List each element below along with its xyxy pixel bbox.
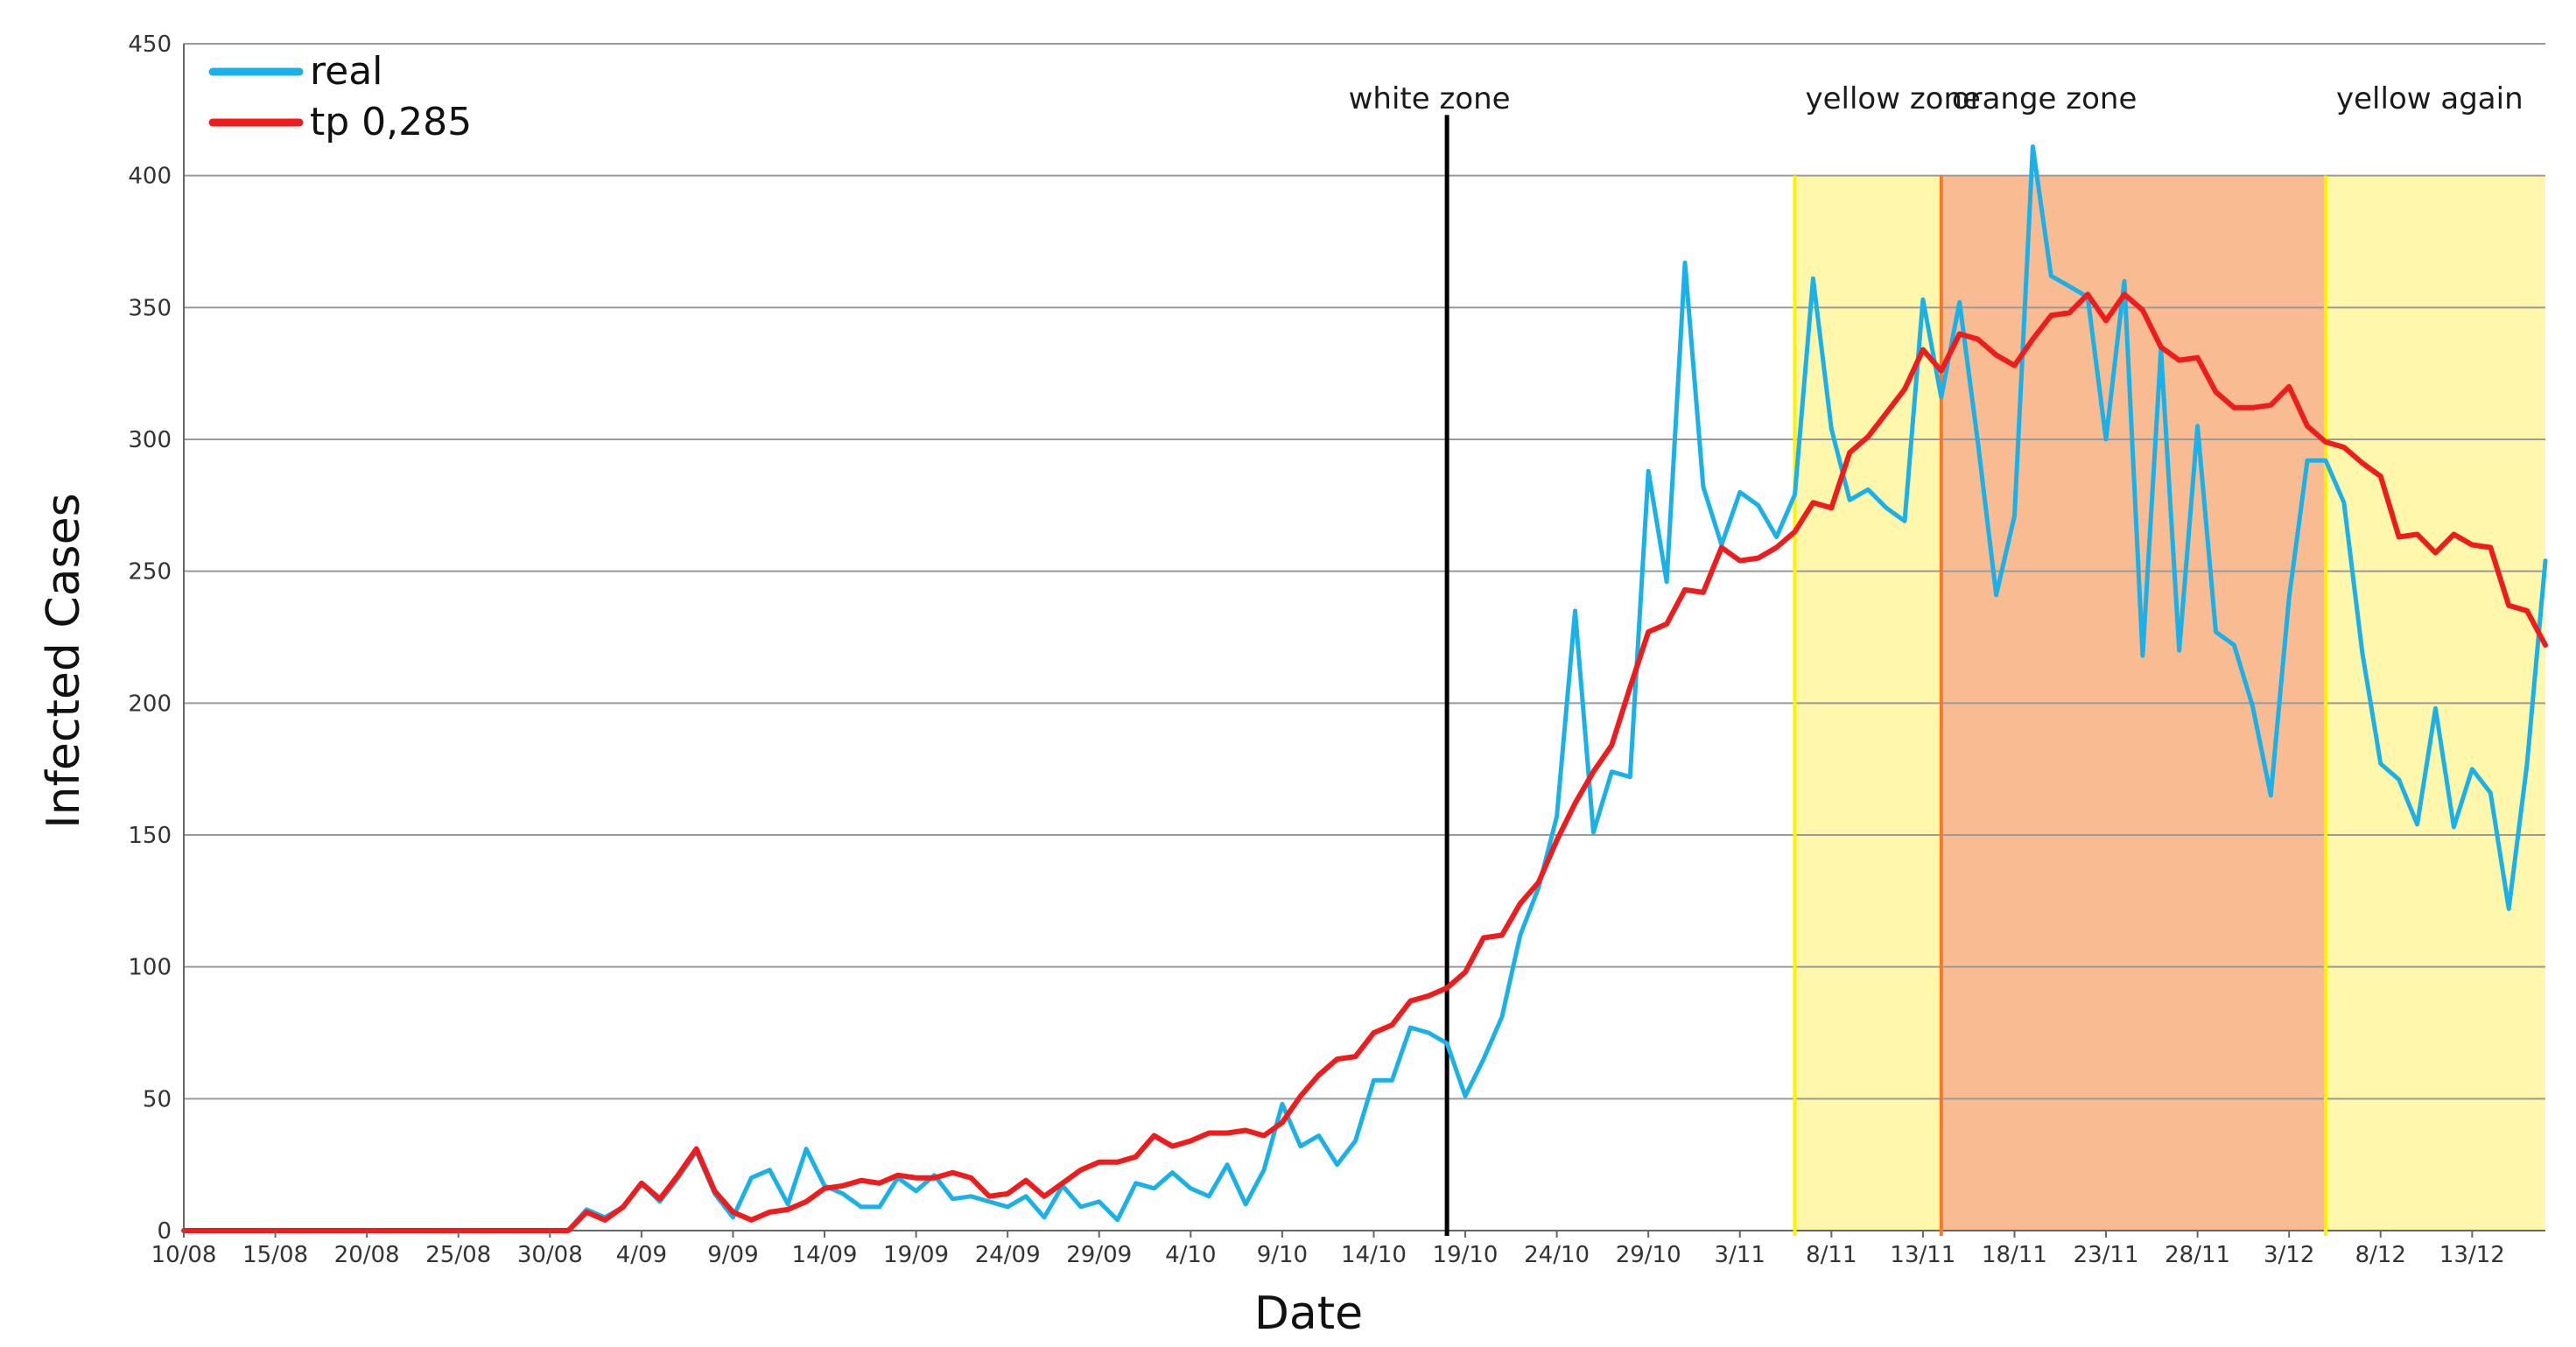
x-tick-24/09: 24/09 — [975, 1242, 1041, 1268]
x-tick-30/08: 30/08 — [517, 1242, 583, 1268]
zone-label-1: yellow zone — [1805, 81, 1980, 116]
x-tick-24/10: 24/10 — [1524, 1242, 1590, 1268]
x-tick-19/09: 19/09 — [883, 1242, 949, 1268]
y-tick-200: 200 — [128, 691, 172, 717]
x-tick-29/10: 29/10 — [1616, 1242, 1681, 1268]
x-tick-14/09: 14/09 — [792, 1242, 858, 1268]
x-tick-8/11: 8/11 — [1806, 1242, 1857, 1268]
gridlines — [184, 43, 2545, 1231]
x-tick-10/08: 10/08 — [151, 1242, 217, 1268]
y-axis-title: Infected Cases — [38, 493, 90, 828]
y-tick-0: 0 — [157, 1218, 172, 1245]
zone-label-3: yellow again — [2336, 81, 2523, 116]
x-tick-23/11: 23/11 — [2074, 1242, 2139, 1268]
legend: real tp 0,285 — [208, 49, 472, 144]
x-tick-15/08: 15/08 — [242, 1242, 308, 1268]
x-tick-9/09: 9/09 — [707, 1242, 758, 1268]
y-tick-250: 250 — [128, 559, 172, 586]
series-lines — [181, 144, 2548, 1233]
y-tick-300: 300 — [128, 427, 172, 453]
x-axis-title: Date — [1254, 1287, 1363, 1340]
y-tick-450: 450 — [128, 32, 172, 58]
x-tick-28/11: 28/11 — [2165, 1242, 2230, 1268]
x-tick-4/09: 4/09 — [616, 1242, 667, 1268]
y-tick-100: 100 — [128, 955, 172, 981]
y-tick-350: 350 — [128, 295, 172, 321]
x-tick-19/10: 19/10 — [1433, 1242, 1499, 1268]
zone-label-2: orange zone — [1952, 81, 2137, 116]
x-tick-9/10: 9/10 — [1257, 1242, 1308, 1268]
x-tick-29/09: 29/09 — [1066, 1242, 1132, 1268]
x-tick-25/08: 25/08 — [425, 1242, 491, 1268]
x-tick-13/11: 13/11 — [1890, 1242, 1955, 1268]
x-tick-18/11: 18/11 — [1982, 1242, 2047, 1268]
y-tick-50: 50 — [143, 1086, 172, 1112]
y-tick-400: 400 — [128, 164, 172, 190]
x-tick-4/10: 4/10 — [1165, 1242, 1216, 1268]
x-tick-3/12: 3/12 — [2264, 1242, 2314, 1268]
x-tick-13/12: 13/12 — [2439, 1242, 2505, 1268]
legend-label-real: real — [310, 49, 383, 94]
zone-label-0: white zone — [1349, 81, 1511, 116]
x-tick-8/12: 8/12 — [2355, 1242, 2406, 1268]
x-tick-14/10: 14/10 — [1341, 1242, 1407, 1268]
legend-label-tp: tp 0,285 — [310, 100, 472, 144]
x-tick-labels: 10/08 15/08 20/08 25/08 30/08 4/09 9/09 14/09 19… — [151, 1231, 2505, 1268]
y-tick-150: 150 — [128, 823, 172, 849]
y-tick-labels: 0 50 100 150 200 250 300 350 400 450 — [128, 32, 172, 1245]
x-tick-3/11: 3/11 — [1715, 1242, 1765, 1268]
x-tick-20/08: 20/08 — [334, 1242, 400, 1268]
axes — [183, 44, 2545, 1231]
series-line-1 — [181, 291, 2548, 1233]
